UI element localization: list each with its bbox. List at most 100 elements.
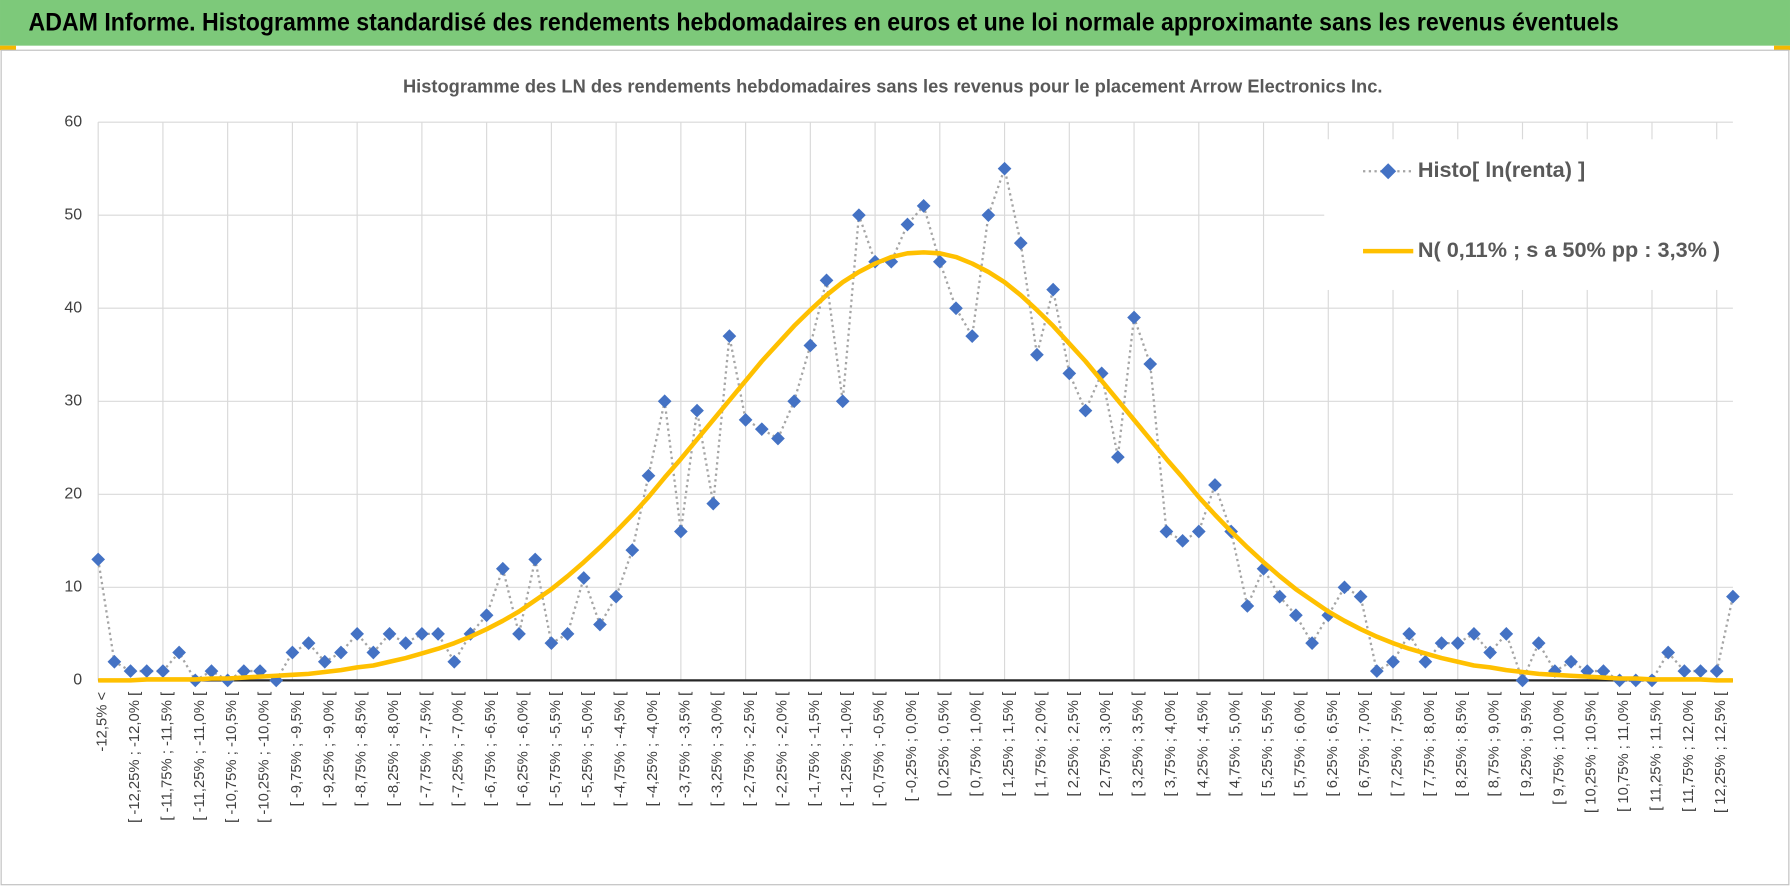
- data-point: [91, 552, 106, 567]
- x-tick-label: [ 4,25% ; 4,5% [: [1195, 692, 1211, 797]
- x-tick-label: [ 1,75% ; 2,0% [: [1033, 692, 1049, 797]
- y-tick-label: 10: [64, 579, 82, 596]
- data-point: [1531, 636, 1546, 651]
- data-point: [609, 589, 623, 604]
- data-point: [803, 338, 818, 353]
- x-tick-label: [ -5,75% ; -5,5% [: [548, 692, 564, 807]
- data-point: [544, 636, 559, 651]
- x-tick-label: [ -3,25% ; -3,0% [: [710, 692, 726, 807]
- data-point: [981, 208, 996, 223]
- data-point: [398, 636, 413, 651]
- x-tick-label: [ 2,25% ; 2,5% [: [1066, 692, 1082, 797]
- corner-accent: [0, 45, 16, 51]
- data-point: [301, 636, 316, 651]
- x-tick-label: [ -7,25% ; -7,0% [: [451, 692, 467, 807]
- x-tick-label: [ 9,75% ; 10,0% [: [1551, 692, 1567, 805]
- x-tick-label: [ -5,25% ; -5,0% [: [580, 692, 596, 807]
- x-tick-label: [ -10,25% ; -10,0% [: [257, 692, 273, 823]
- x-tick-label: [ -6,25% ; -6,0% [: [515, 692, 531, 807]
- data-point: [528, 552, 543, 567]
- x-tick-label: [ -11,25% ; -11,0% [: [192, 692, 208, 821]
- x-tick-label: [ 9,25% ; 9,5% [: [1519, 692, 1535, 797]
- x-tick-label: [ 1,25% ; 1,5% [: [1001, 692, 1017, 797]
- data-point: [1499, 627, 1514, 641]
- y-tick-label: 50: [64, 206, 82, 223]
- y-tick-label: 0: [73, 672, 82, 689]
- data-point: [350, 627, 365, 641]
- x-tick-label: [ 5,75% ; 6,0% [: [1292, 692, 1308, 797]
- x-tick-label: [ 6,25% ; 6,5% [: [1325, 692, 1341, 797]
- header-bar: [0, 0, 1790, 46]
- data-point: [512, 627, 526, 641]
- x-tick-label: [ -11,75% ; -11,5% [: [159, 692, 175, 821]
- data-point: [900, 217, 915, 232]
- x-tick-label: -12,5% <: [95, 692, 111, 752]
- x-tick-label: [ -7,75% ; -7,5% [: [418, 692, 434, 807]
- x-tick-label: [ 5,25% ; 5,5% [: [1260, 692, 1276, 797]
- legend-box: [1324, 139, 1736, 290]
- x-tick-label: [ -9,75% ; -9,5% [: [289, 692, 305, 807]
- x-tick-label: [ 7,75% ; 8,0% [: [1422, 692, 1438, 797]
- x-tick-label: [ -8,75% ; -8,5% [: [354, 692, 370, 807]
- legend-marker: [1380, 163, 1397, 180]
- x-tick-label: [ -0,25% ; 0,0% [: [904, 692, 920, 802]
- data-point: [787, 394, 802, 409]
- data-point: [1434, 636, 1449, 651]
- x-tick-label: [ 6,75% ; 7,0% [: [1357, 692, 1373, 797]
- data-point: [641, 468, 656, 483]
- x-tick-label: [ 8,25% ; 8,5% [: [1454, 692, 1470, 797]
- data-point: [1450, 636, 1465, 651]
- x-tick-label: [ -10,75% ; -10,5% [: [224, 692, 240, 823]
- data-point: [1240, 599, 1255, 613]
- data-point: [738, 413, 753, 427]
- x-tick-label: [ 7,25% ; 7,5% [: [1390, 692, 1406, 797]
- x-tick-label: [ 8,75% ; 9,0% [: [1487, 692, 1503, 797]
- legend-label: Histo[ ln(renta) ]: [1418, 157, 1585, 182]
- data-point: [1208, 478, 1222, 492]
- x-tick-label: [ -12,25% ; -12,0% [: [127, 692, 143, 823]
- data-point: [916, 199, 931, 213]
- x-tick-label: [ -2,25% ; -2,0% [: [774, 692, 790, 807]
- x-tick-label: [ 4,75% ; 5,0% [: [1228, 692, 1244, 797]
- data-point: [415, 627, 429, 641]
- x-tick-label: [ 3,75% ; 4,0% [: [1163, 692, 1179, 797]
- data-point: [479, 608, 494, 623]
- x-tick-label: [ 2,75% ; 3,0% [: [1098, 692, 1114, 797]
- data-point: [690, 403, 704, 418]
- corner-accent: [1774, 45, 1790, 51]
- y-tick-label: 60: [64, 113, 82, 130]
- data-point: [382, 627, 397, 641]
- x-tick-label: [ 10,75% ; 11,0% [: [1616, 692, 1632, 812]
- x-tick-label: [ 11,25% ; 11,5% [: [1648, 692, 1664, 811]
- x-tick-label: [ 3,25% ; 3,5% [: [1131, 692, 1147, 797]
- data-point: [593, 617, 607, 632]
- chart-title: Histogramme des LN des rendements hebdom…: [403, 76, 1382, 97]
- data-point: [1030, 347, 1044, 362]
- data-point: [576, 571, 591, 585]
- data-point: [1127, 310, 1141, 325]
- data-point: [1013, 236, 1028, 250]
- x-tick-label: [ -0,75% ; -0,5% [: [872, 692, 888, 807]
- x-tick-label: [ -4,75% ; -4,5% [: [613, 692, 629, 807]
- x-tick-label: [ -8,25% ; -8,0% [: [386, 692, 402, 807]
- data-point: [1062, 366, 1077, 381]
- x-tick-label: [ -1,75% ; -1,5% [: [807, 692, 823, 807]
- x-tick-label: [ -6,75% ; -6,5% [: [483, 692, 499, 807]
- data-point: [932, 254, 947, 269]
- x-tick-label: [ 10,25% ; 10,5% [: [1584, 692, 1600, 813]
- legend-label: N( 0,11% ; s a 50% pp : 3,3% ): [1418, 237, 1720, 262]
- x-tick-label: [ 0,75% ; 1,0% [: [969, 692, 985, 797]
- y-tick-label: 30: [64, 392, 82, 409]
- x-tick-label: [ -4,25% ; -4,0% [: [645, 692, 661, 807]
- data-point: [495, 561, 510, 576]
- series-line: [98, 250, 1733, 683]
- data-point: [625, 543, 640, 557]
- page-title: ADAM Informe. Histogramme standardisé de…: [29, 9, 1619, 37]
- x-tick-label: [ -1,25% ; -1,0% [: [839, 692, 855, 807]
- x-tick-label: [ 0,25% ; 0,5% [: [936, 692, 952, 797]
- x-tick-label: [ -3,75% ; -3,5% [: [677, 692, 693, 807]
- x-tick-label: [ 12,25% ; 12,5% [: [1713, 692, 1729, 813]
- y-tick-label: 20: [64, 486, 82, 503]
